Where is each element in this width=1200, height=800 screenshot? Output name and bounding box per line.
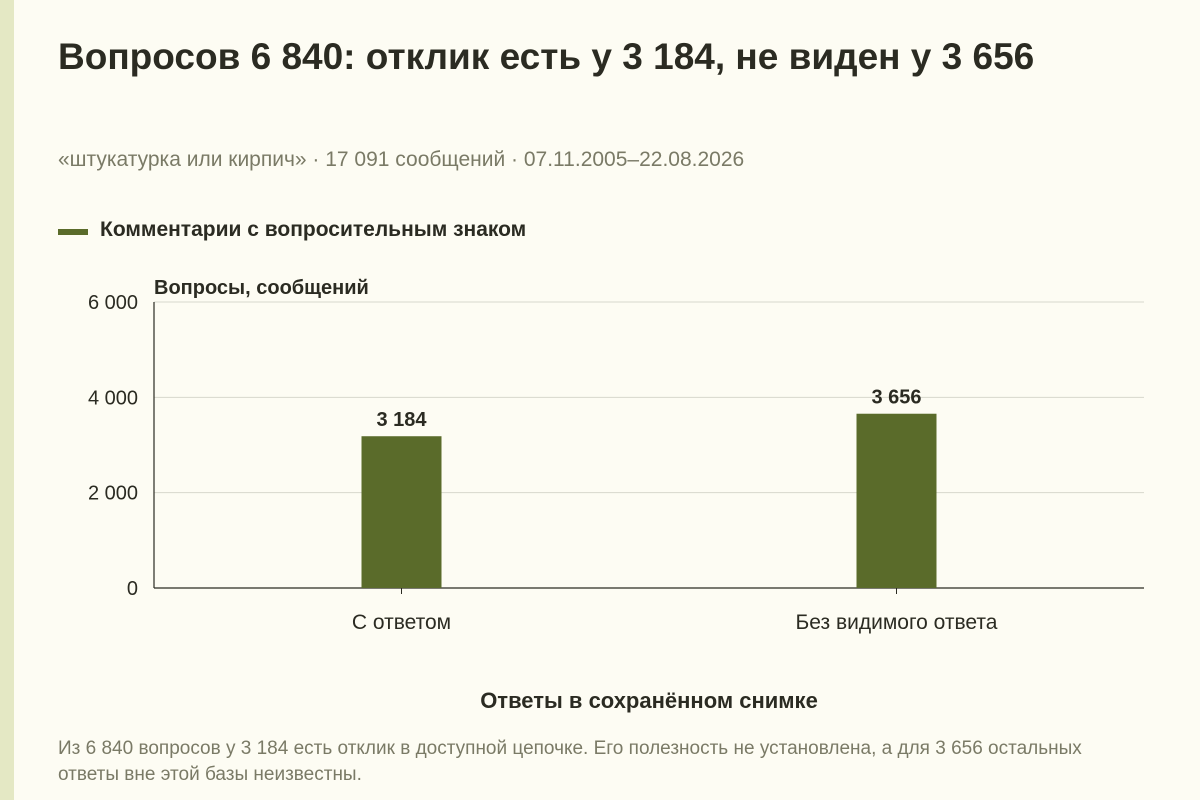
legend-label: Комментарии с вопросительным знаком <box>100 218 527 241</box>
bar-value-label: 3 184 <box>376 409 427 431</box>
bar <box>361 436 442 588</box>
chart-title: Вопросов 6 840: отклик есть у 3 184, не … <box>58 36 1035 77</box>
label-layer: 0 2 000 4 000 6 000 Вопросы, сообщений 3 184 С… <box>88 277 998 713</box>
bar <box>856 413 937 588</box>
y-tick-label: 4 000 <box>88 387 138 409</box>
accent-strip <box>0 0 14 800</box>
legend-swatch <box>58 229 88 235</box>
x-tick-label: Без видимого ответа <box>796 611 998 634</box>
y-tick-label: 0 <box>127 578 138 600</box>
grid-layer <box>153 301 1144 594</box>
y-tick-label: 6 000 <box>88 292 138 314</box>
bar-layer <box>361 413 937 588</box>
bar-value-label: 3 656 <box>871 387 921 409</box>
x-tick-label: С ответом <box>352 611 451 634</box>
footnote: Из 6 840 вопросов у 3 184 есть отклик в … <box>58 738 1082 785</box>
chart-subtitle: «штукатурка или кирпич» · 17 091 сообщен… <box>58 148 745 171</box>
y-axis-title: Вопросы, сообщений <box>154 277 369 299</box>
x-axis-title: Ответы в сохранённом снимке <box>480 688 818 713</box>
y-tick-label: 2 000 <box>88 483 138 505</box>
bar-chart: 0 2 000 4 000 6 000 Вопросы, сообщений 3 184 С… <box>88 277 1144 713</box>
legend: Комментарии с вопросительным знаком <box>58 218 526 242</box>
